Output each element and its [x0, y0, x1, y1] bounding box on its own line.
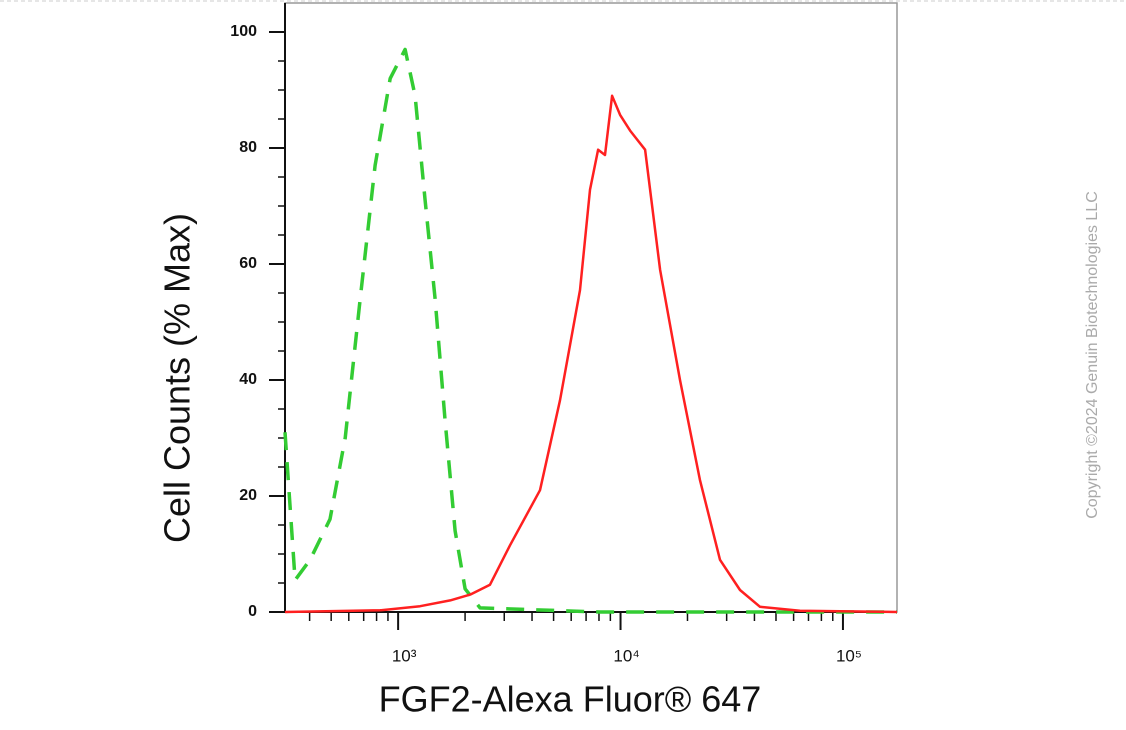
y-tick-label: 60: [239, 255, 257, 272]
y-axis-label: Cell Counts (% Max): [157, 213, 198, 543]
plot-frame: [284, 2, 898, 613]
y-tick-label: 40: [239, 371, 257, 388]
x-tick-label: 10⁵: [836, 646, 862, 665]
x-tick-label: 10⁴: [613, 646, 639, 665]
y-tick-label: 80: [239, 139, 257, 156]
histogram-line: [284, 94, 898, 614]
watermark: Copyright ©2024 Genuin Biotechnologies L…: [1084, 191, 1101, 519]
x-axis-label: FGF2-Alexa Fluor® 647: [379, 679, 762, 720]
y-tick-label: 0: [248, 603, 257, 620]
x-tick-label: 10³: [392, 646, 417, 665]
y-tick-label: 20: [239, 487, 257, 504]
y-tick-label: 100: [230, 23, 257, 40]
histogram-line: [283, 47, 897, 614]
